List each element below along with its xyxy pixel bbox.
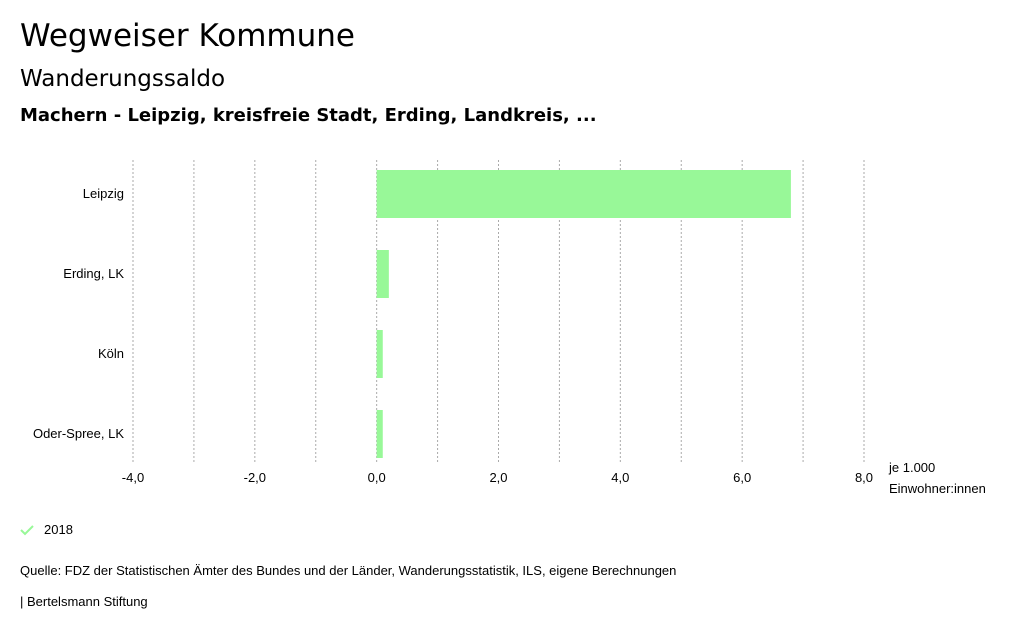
category-label: Oder-Spree, LK <box>33 426 124 441</box>
x-tick-label: -2,0 <box>244 470 266 485</box>
category-label: Erding, LK <box>63 266 124 281</box>
x-tick-label: 4,0 <box>611 470 629 485</box>
x-tick-label: 0,0 <box>368 470 386 485</box>
x-tick-label: 8,0 <box>855 470 873 485</box>
x-tick-label: 2,0 <box>489 470 507 485</box>
selection-label: Machern - Leipzig, kreisfreie Stadt, Erd… <box>20 105 597 126</box>
bar-chart: -4,0 -2,0 0,0 2,0 4,0 6,0 8,0 je 1.000 Einwohner… <box>33 160 986 496</box>
category-label: Köln <box>98 346 124 361</box>
x-tick-label: 6,0 <box>733 470 751 485</box>
bar-erding-lk <box>376 250 389 298</box>
bar-leipzig <box>376 170 791 218</box>
legend-item-2018[interactable]: 2018 <box>20 522 73 537</box>
chart-subtitle: Wanderungssaldo <box>20 66 226 92</box>
check-icon <box>20 524 34 535</box>
brand-note: | Bertelsmann Stiftung <box>20 594 148 609</box>
x-tick-label: -4,0 <box>122 470 144 485</box>
legend-label: 2018 <box>44 522 73 537</box>
category-label: Leipzig <box>83 186 124 201</box>
page-title: Wegweiser Kommune <box>20 18 355 54</box>
unit-label: Einwohner:innen <box>889 481 986 496</box>
bar-oder-spree-lk <box>376 410 383 458</box>
bar-köln <box>376 330 383 378</box>
unit-label: je 1.000 <box>888 460 935 475</box>
source-note: Quelle: FDZ der Statistischen Ämter des … <box>20 563 677 578</box>
